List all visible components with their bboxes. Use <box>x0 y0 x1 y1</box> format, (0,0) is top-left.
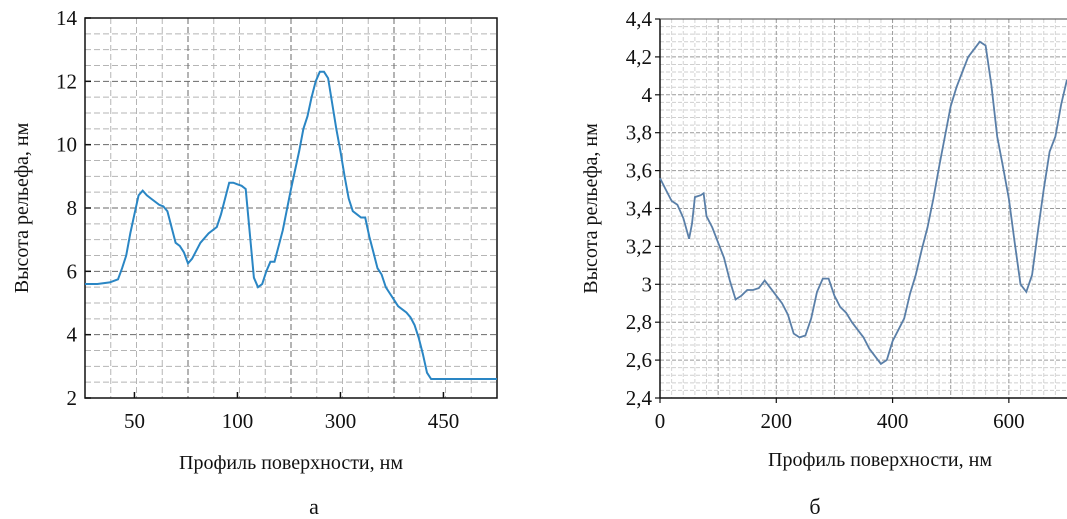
chart-a-y-tick-label: 12 <box>56 69 77 93</box>
chart-a-series-line <box>85 70 497 380</box>
chart-b-y-tick-label: 4,4 <box>626 7 653 31</box>
chart-b-y-tick-label: 3,6 <box>626 159 652 183</box>
chart-a: 2 4 6 8 10 12 14 50 100 300 450 Профиль поверхност… <box>11 6 498 519</box>
chart-a-y-tick-label: 2 <box>67 386 78 410</box>
chart-a-caption: а <box>309 494 319 519</box>
chart-b-x-tick-label: 0 <box>655 409 666 433</box>
chart-b-series-line <box>659 40 1067 366</box>
chart-a-x-axis-label: Профиль поверхности, нм <box>179 452 403 474</box>
chart-a-y-tick-label: 14 <box>56 6 78 30</box>
chart-a-y-tick-label: 6 <box>67 259 78 283</box>
chart-b-y-tick-label: 4,2 <box>626 45 652 69</box>
chart-b-grid <box>660 19 1067 398</box>
chart-a-y-axis-label: Высота рельефа, нм <box>11 122 33 293</box>
chart-b-x-tick-label: 200 <box>761 409 793 433</box>
chart-b-caption: б <box>809 494 820 519</box>
chart-a-y-tick-label: 10 <box>56 133 77 157</box>
chart-b-x-axis-label: Профиль поверхности, нм <box>768 449 992 471</box>
chart-b-x-tick-label: 600 <box>993 409 1025 433</box>
chart-b-y-tick-label: 3,8 <box>626 121 652 145</box>
chart-a-grid <box>85 18 497 398</box>
chart-b-y-tick-label: 3 <box>642 272 653 296</box>
chart-a-x-tick-label: 450 <box>428 409 460 433</box>
chart-b-y-tick-label: 3,2 <box>626 234 652 258</box>
chart-a-y-tick-label: 8 <box>67 196 78 220</box>
chart-b-ticks: 2,4 2,6 2,8 3 3,2 3,4 3,6 3,8 4 4,2 4,4 0 200 400 600 <box>626 7 1025 433</box>
chart-a-y-tick-label: 4 <box>67 323 78 347</box>
chart-a-x-tick-label: 100 <box>222 409 254 433</box>
chart-a-x-tick-label: 300 <box>325 409 357 433</box>
chart-a-x-tick-label: 50 <box>124 409 145 433</box>
chart-b-y-tick-label: 2,8 <box>626 310 652 334</box>
chart-b-x-tick-label: 400 <box>877 409 909 433</box>
chart-b-y-tick-label: 4 <box>642 83 653 107</box>
chart-a-ticks: 2 4 6 8 10 12 14 50 100 300 450 <box>56 6 459 433</box>
chart-b-y-tick-label: 2,4 <box>626 386 653 410</box>
chart-b-y-tick-label: 2,6 <box>626 348 652 372</box>
chart-b-y-tick-label: 3,4 <box>626 197 653 221</box>
chart-b: 2,42,62,833,23,43,63,844,24,40 200 400 600 … <box>580 7 1067 519</box>
chart-b-y-axis-label: Высота рельефа, нм <box>580 123 602 294</box>
